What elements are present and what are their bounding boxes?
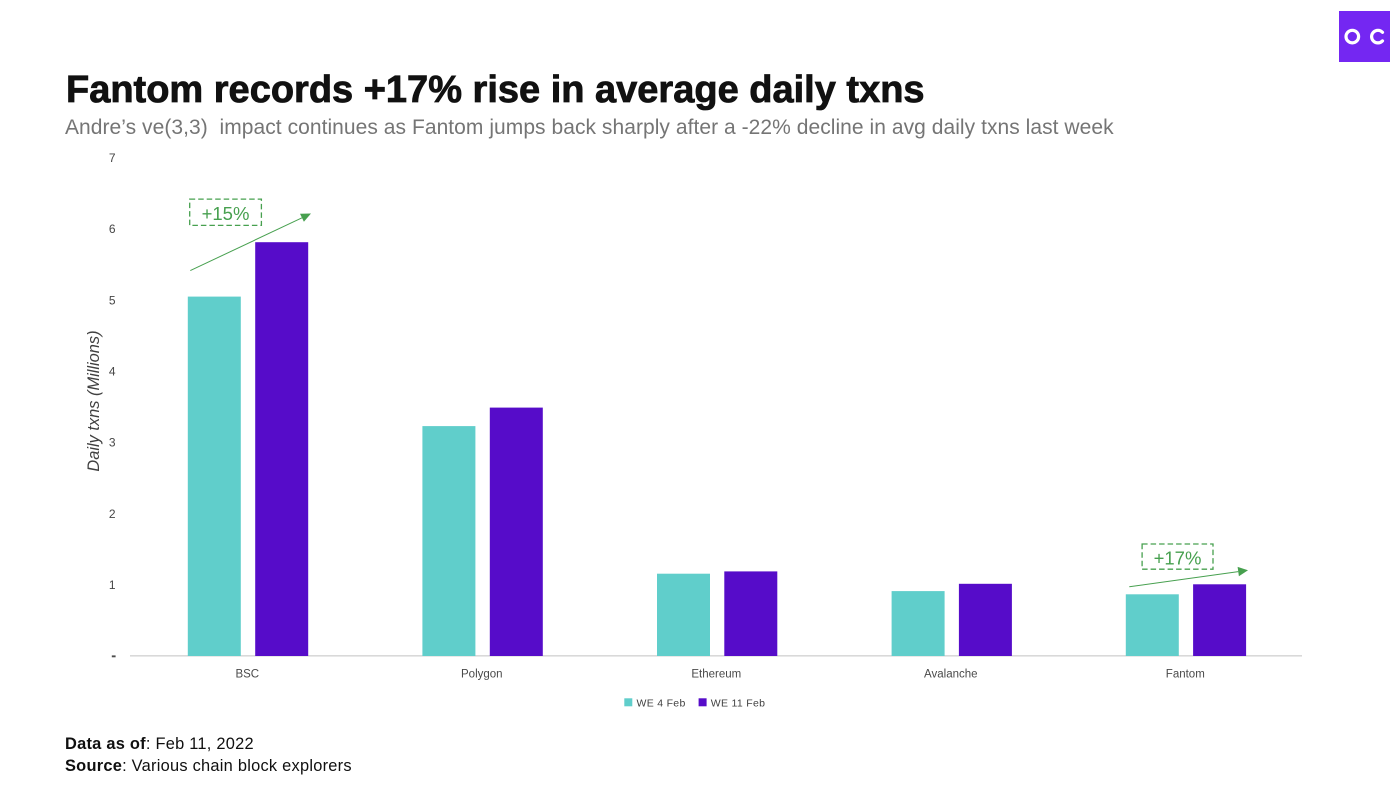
svg-text:WE 11 Feb: WE 11 Feb [711, 698, 765, 710]
svg-text:2: 2 [109, 507, 116, 521]
svg-text:3: 3 [109, 436, 116, 450]
svg-text:Avalanche: Avalanche [924, 669, 978, 681]
svg-text:Polygon: Polygon [461, 669, 503, 681]
svg-text:Ethereum: Ethereum [691, 669, 741, 681]
svg-text:7: 7 [109, 151, 116, 165]
svg-text:1: 1 [109, 578, 116, 592]
svg-text:Fantom: Fantom [1166, 669, 1205, 681]
svg-text:4: 4 [109, 365, 116, 379]
svg-text:+17%: +17% [1154, 548, 1202, 569]
svg-text:5: 5 [109, 293, 116, 307]
svg-text:BSC: BSC [235, 669, 259, 681]
svg-text:6: 6 [109, 222, 116, 236]
svg-text:WE 4 Feb: WE 4 Feb [637, 698, 686, 710]
svg-text:+15%: +15% [202, 203, 250, 224]
svg-text:Daily txns (Millions): Daily txns (Millions) [85, 330, 103, 471]
